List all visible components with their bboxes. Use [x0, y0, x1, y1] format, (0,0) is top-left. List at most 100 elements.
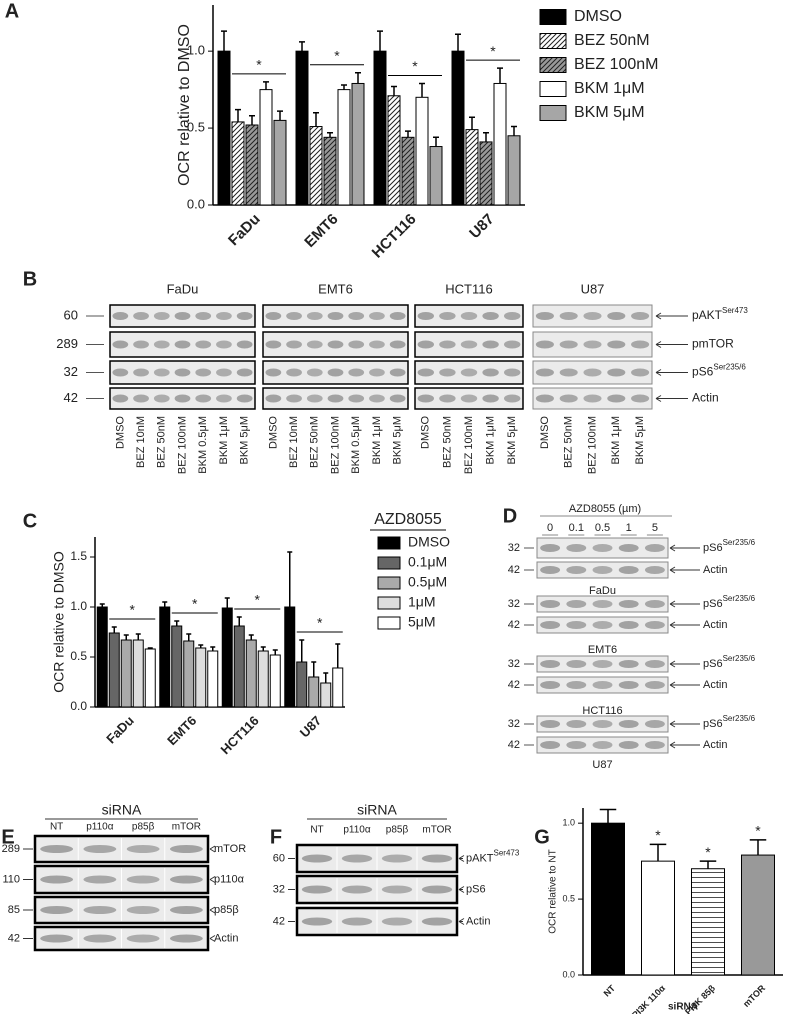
- cell-line-label: U87: [592, 759, 612, 771]
- y-tick-label: 0.0: [187, 196, 205, 211]
- y-tick-label: 0.0: [70, 699, 87, 713]
- molecular-weight: 42: [508, 619, 520, 631]
- error-bar: [335, 643, 341, 668]
- blot-band: [133, 368, 149, 377]
- legend-swatch: [539, 81, 567, 97]
- error-bar: [111, 626, 117, 633]
- blot-label: Actin: [214, 932, 238, 944]
- arrow: [458, 918, 465, 925]
- blot-band: [631, 394, 650, 403]
- molecular-weight: 32: [64, 364, 78, 379]
- blot-band: [618, 600, 639, 608]
- lane-label: BKM 5μM: [506, 416, 518, 465]
- blot-band: [566, 544, 587, 552]
- arrow: [669, 741, 700, 749]
- blot-band: [417, 368, 435, 377]
- blot-label: Actin: [703, 619, 727, 631]
- blot-band: [540, 600, 561, 608]
- significance-star: *: [192, 596, 198, 612]
- molecular-weight: 32: [508, 542, 520, 554]
- blot-label: pS6Ser235/6: [703, 594, 756, 610]
- blot-band: [592, 720, 613, 728]
- blot-label: pS6Ser235/6: [703, 714, 756, 730]
- blot-band: [40, 875, 74, 884]
- bar: [351, 82, 365, 206]
- lane-label: BKM 1μM: [371, 416, 383, 465]
- bar: [451, 50, 465, 206]
- x-axis-label: siRNA: [668, 1002, 698, 1013]
- legend-swatch: [377, 536, 401, 550]
- blot-band: [503, 312, 521, 320]
- arrow: [458, 855, 465, 862]
- significance-star: *: [655, 827, 661, 843]
- lane-label: p85β: [386, 825, 409, 836]
- blot-band: [174, 340, 191, 349]
- blot-band: [503, 368, 521, 377]
- blot-band: [389, 340, 406, 349]
- bar: [387, 95, 401, 206]
- superscript: Ser235/6: [723, 538, 756, 547]
- arrow: [669, 720, 700, 728]
- error-bar: [287, 551, 293, 607]
- blot-band: [286, 312, 302, 320]
- bar: [295, 50, 309, 206]
- blot-strip: [532, 360, 653, 385]
- blot-band: [369, 368, 385, 377]
- y-tick-label: 0.5: [70, 649, 87, 663]
- lane-label: BEZ 100nM: [586, 416, 598, 474]
- x-tick-label: FaDu: [225, 211, 264, 250]
- panel-label: E: [1, 826, 14, 848]
- y-tick-label: 1.0: [70, 599, 87, 613]
- blot-band: [133, 340, 149, 349]
- x-tick-label: HCT116: [369, 211, 420, 262]
- y-axis-label: OCR relative to NT: [548, 849, 559, 933]
- arrow: [655, 312, 688, 320]
- blot-band: [592, 566, 613, 574]
- error-bar: [263, 81, 269, 90]
- blot-label: Actin: [692, 391, 719, 405]
- error-bar: [497, 67, 503, 84]
- blot-band: [174, 312, 191, 320]
- lane-label: 0: [547, 522, 553, 534]
- group-label: HCT116: [445, 281, 492, 296]
- blot-band: [607, 312, 626, 320]
- panel-label: D: [503, 505, 517, 527]
- lane-label: DMSO: [267, 416, 279, 449]
- blot-label: pmTOR: [692, 337, 734, 351]
- legend-label: BKM 1μM: [574, 80, 645, 97]
- y-tick-label: 0.0: [562, 969, 575, 979]
- legend-swatch: [539, 105, 567, 121]
- legend-swatch: [377, 556, 401, 570]
- arrow: [669, 544, 700, 552]
- blot-band: [126, 845, 160, 853]
- arrow: [209, 906, 216, 914]
- blot-band: [421, 885, 453, 894]
- blot-band: [618, 544, 639, 552]
- blot-band: [535, 368, 554, 377]
- blot-band: [389, 394, 406, 403]
- blot-band: [83, 906, 117, 914]
- error-bar: [147, 647, 153, 649]
- bar: [320, 682, 332, 708]
- bar: [373, 50, 387, 206]
- blot-band: [592, 600, 613, 608]
- legend-swatch: [377, 576, 401, 590]
- blot-band: [40, 845, 74, 853]
- blot-strip: [532, 387, 653, 410]
- bar: [183, 640, 195, 708]
- blot-strip: [536, 616, 669, 634]
- bar: [309, 126, 323, 206]
- legend-swatch: [377, 616, 401, 630]
- blot-band: [236, 368, 253, 377]
- blot-band: [389, 368, 406, 377]
- blot-strip: [536, 655, 669, 673]
- y-tick-label: 1.0: [562, 818, 575, 828]
- error-bar: [391, 85, 397, 96]
- blot-label: pS6Ser235/6: [703, 538, 756, 554]
- blot-band: [153, 340, 170, 349]
- molecular-weight: 42: [64, 390, 78, 405]
- bar: [337, 89, 351, 206]
- blot-band: [482, 368, 499, 377]
- blot-band: [348, 312, 365, 320]
- molecular-weight: 42: [508, 739, 520, 751]
